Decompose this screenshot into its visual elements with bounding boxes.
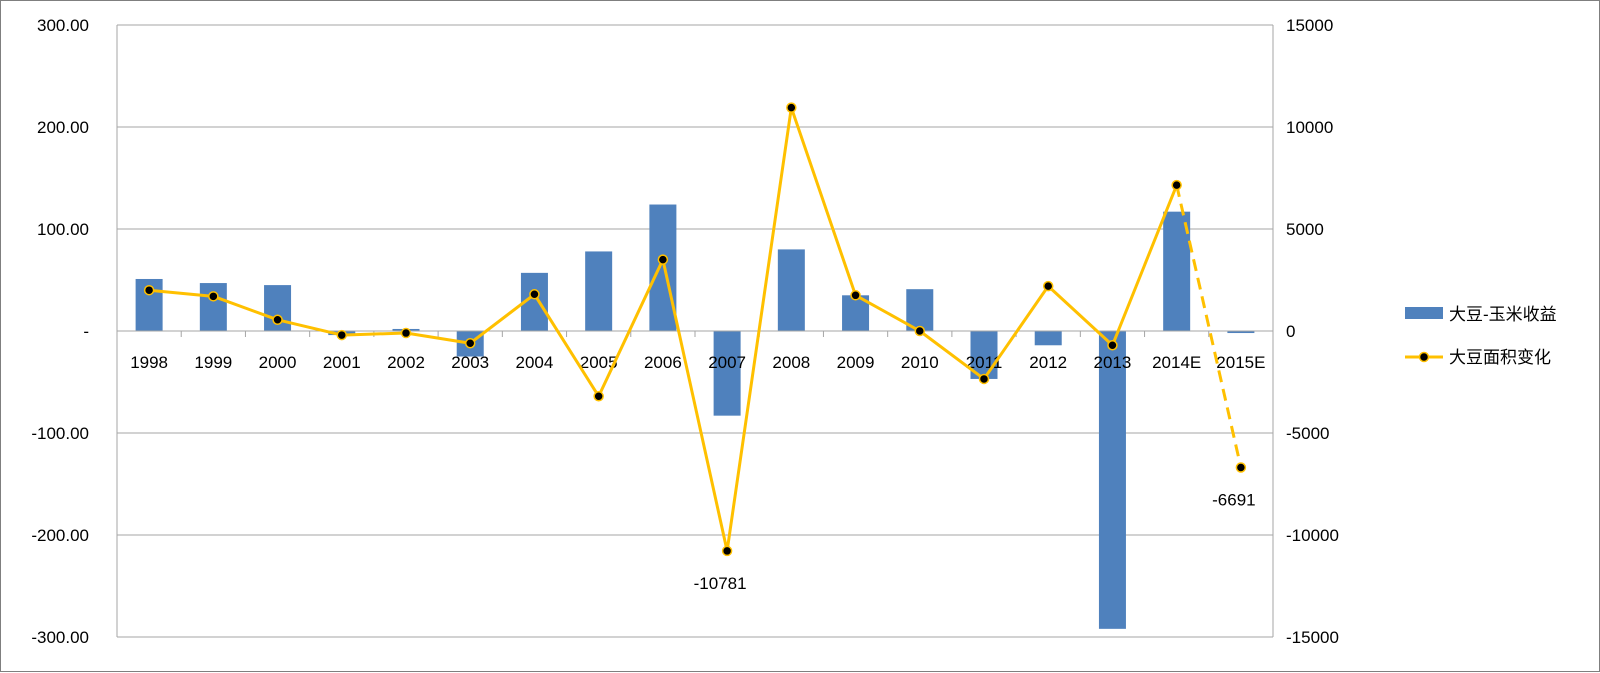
right-tick-label: 0 [1286, 322, 1295, 341]
right-tick-label: -5000 [1286, 424, 1329, 443]
left-tick-label: - [83, 322, 89, 341]
category-label: 2014E [1152, 353, 1201, 372]
legend-line-marker [1418, 351, 1430, 363]
category-label: 2010 [901, 353, 939, 372]
line-point-2004 [529, 289, 540, 300]
category-label: 2008 [772, 353, 810, 372]
left-tick-label: 200.00 [37, 118, 89, 137]
bar-1999 [199, 283, 227, 331]
bar-2010 [906, 289, 934, 331]
left-tick-label: -200.00 [31, 526, 89, 545]
category-label: 2013 [1094, 353, 1132, 372]
line-point-2003 [464, 337, 476, 349]
category-label: 2001 [323, 353, 361, 372]
bar-2012 [1034, 331, 1062, 346]
line-point-2007 [721, 545, 733, 557]
legend-bar-label: 大豆-玉米收益 [1449, 305, 1557, 324]
line-point-2000 [272, 314, 283, 326]
bar-2014E [1163, 211, 1191, 331]
category-label: 2005 [580, 353, 618, 372]
legend-bar-swatch [1405, 307, 1443, 319]
bar-series [135, 204, 1255, 629]
line-point-2002 [400, 327, 412, 339]
data-label-2007: -10781 [694, 574, 747, 593]
category-label: 2007 [708, 353, 746, 372]
line-point-2005 [593, 391, 604, 402]
bar-2005 [585, 251, 613, 331]
category-label: 2006 [644, 353, 682, 372]
bar-2013 [1098, 331, 1126, 629]
line-point-2012 [1042, 280, 1054, 292]
category-label: 2004 [516, 353, 554, 372]
data-label-2015E: -6691 [1212, 490, 1255, 509]
line-series [143, 102, 1247, 557]
gridlines [117, 24, 1273, 638]
category-label: 1998 [130, 353, 168, 372]
category-labels: 1998 1999 2000 2001 2002 2003 2004 2005 2006 2007… [130, 353, 1265, 372]
line-point-2013 [1107, 340, 1118, 351]
line-point-2001 [336, 329, 348, 341]
right-tick-label: -15000 [1286, 628, 1339, 647]
right-tick-label: 10000 [1286, 118, 1333, 137]
left-tick-label: -100.00 [31, 424, 89, 443]
data-labels: -10781 -6691 [694, 490, 1256, 592]
left-tick-label: 100.00 [37, 220, 89, 239]
left-tick-label: 300.00 [37, 16, 89, 35]
category-label: 1999 [194, 353, 232, 372]
bar-2015E [1227, 331, 1255, 334]
area-change-forecast-segment [1175, 184, 1243, 468]
category-label: 2000 [259, 353, 297, 372]
category-label: 2003 [451, 353, 489, 372]
legend-line-label: 大豆面积变化 [1449, 348, 1551, 367]
category-label: 2009 [837, 353, 875, 372]
left-tick-label: -300.00 [31, 628, 89, 647]
bar-2006 [649, 204, 677, 331]
line-point-2009 [850, 290, 861, 301]
line-point-2006 [657, 254, 669, 265]
line-point-2014E [1171, 179, 1182, 191]
right-tick-label: 5000 [1286, 220, 1324, 239]
bar-2007 [713, 331, 741, 416]
line-point-1999 [208, 291, 219, 302]
category-label: 2012 [1029, 353, 1067, 372]
line-point-2015E [1235, 462, 1247, 473]
right-tick-label: 15000 [1286, 16, 1333, 35]
axes: 300.00 200.00 100.00 - -100.00 -200.00 -300.00… [31, 16, 1339, 647]
category-label: 2002 [387, 353, 425, 372]
line-point-2008 [786, 102, 797, 113]
right-tick-label: -10000 [1286, 526, 1339, 545]
line-point-2011 [978, 373, 990, 385]
line-point-1998 [143, 284, 155, 296]
category-label: 2015E [1216, 353, 1265, 372]
bar-2008 [777, 249, 805, 331]
line-point-2010 [914, 325, 926, 337]
